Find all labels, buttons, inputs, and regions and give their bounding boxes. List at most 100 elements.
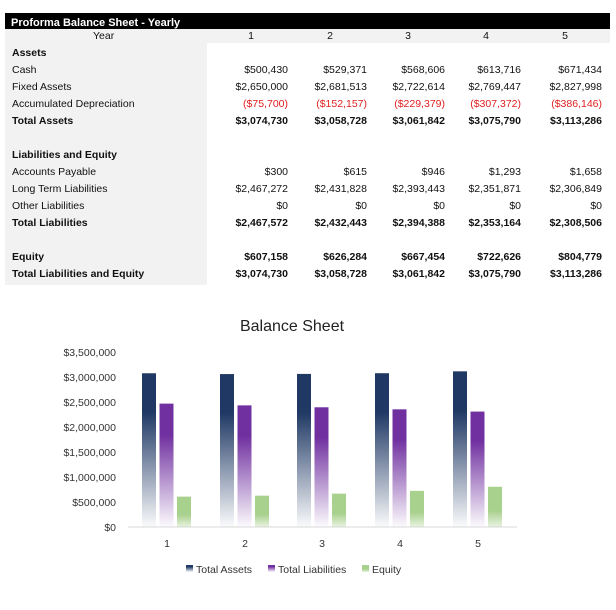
chart-title: Balance Sheet [240, 318, 345, 335]
spacer-row [5, 130, 610, 147]
cell-value: $2,827,998 [549, 81, 602, 93]
x-tick-label: 5 [475, 538, 481, 550]
cell-value: ($75,700) [243, 98, 288, 110]
cell-value: $3,113,286 [550, 268, 602, 280]
legend-swatch [186, 565, 193, 572]
bar-total-liabilities [159, 403, 174, 527]
label-column-background [5, 29, 207, 285]
cell-value: $804,779 [558, 251, 602, 263]
bar-total-assets [453, 371, 467, 527]
row-label: Total Liabilities and Equity [12, 268, 145, 280]
y-tick-label: $1,000,000 [63, 472, 116, 484]
cell-value: $568,606 [401, 64, 445, 76]
cell-value: $3,058,728 [314, 115, 367, 127]
bar-total-liabilities [237, 405, 252, 527]
cell-value: $2,432,443 [314, 217, 367, 229]
cell-value: $2,306,849 [549, 183, 602, 195]
year-label: Year [93, 30, 115, 42]
cell-value: $946 [421, 166, 445, 178]
cell-value: ($307,372) [470, 98, 521, 110]
table-row: Other Liabilities $0 $0 $0 $0 $0 [5, 198, 610, 215]
x-tick-label: 2 [242, 538, 248, 550]
cell-value: $2,431,828 [314, 183, 367, 195]
legend-label: Total Assets [196, 564, 252, 576]
cell-value: $3,075,790 [468, 115, 521, 127]
row-label: Total Liabilities [12, 217, 88, 229]
cell-value: $722,626 [477, 251, 521, 263]
y-tick-label: $2,500,000 [63, 397, 116, 409]
row-label: Cash [12, 64, 37, 76]
cell-value: $2,308,506 [549, 217, 602, 229]
cell-value: ($152,157) [316, 98, 367, 110]
cell-value: $3,075,790 [468, 268, 521, 280]
cell-value: $300 [264, 166, 288, 178]
cell-value: ($386,146) [551, 98, 602, 110]
cell-value: $3,058,728 [314, 268, 367, 280]
row-label: Accounts Payable [12, 166, 97, 178]
row-label: Long Term Liabilities [12, 183, 108, 195]
y-tick-label: $0 [104, 522, 116, 534]
cell-value: $3,061,842 [392, 268, 445, 280]
y-tick-label: $3,000,000 [63, 372, 116, 384]
table-row: Accumulated Depreciation ($75,700) ($152,1… [5, 96, 610, 113]
cell-value: $671,434 [558, 64, 602, 76]
table-row: Liabilities and Equity [5, 147, 610, 164]
cell-value: $1,293 [488, 166, 521, 178]
balance-sheet-table: Proforma Balance Sheet - Yearly Year 1 2… [5, 13, 610, 285]
cell-value: $2,393,443 [392, 183, 445, 195]
bar-equity [488, 486, 502, 527]
table-row: Cash $500,430 $529,371 $568,606 $613,716 $671… [5, 62, 610, 79]
cell-value: $3,074,730 [235, 268, 288, 280]
cell-value: $2,394,388 [392, 217, 445, 229]
year-header: 2 [327, 30, 333, 42]
cell-value: $2,351,871 [468, 183, 521, 195]
cell-value: $2,769,447 [468, 81, 521, 93]
cell-value: $2,467,572 [235, 217, 288, 229]
row-label: Equity [12, 251, 45, 263]
cell-value: $2,722,614 [392, 81, 445, 93]
table-row: Long Term Liabilities $2,467,272 $2,431,82… [5, 181, 610, 198]
bar-total-assets [142, 373, 156, 527]
cell-value: $2,353,164 [468, 217, 521, 229]
year-header-row: Year 1 2 3 4 5 [5, 28, 610, 45]
cell-value: $3,061,842 [392, 115, 445, 127]
cell-value: $1,658 [569, 166, 602, 178]
spacer-row [5, 232, 610, 249]
cell-value: $2,467,272 [235, 183, 288, 195]
year-header: 1 [248, 30, 254, 42]
row-label: Assets [12, 47, 47, 59]
year-header: 3 [405, 30, 411, 42]
cell-value: $3,074,730 [235, 115, 288, 127]
table-row: Equity $607,158 $626,284 $667,454 $722,626 $8… [5, 249, 610, 266]
bar-total-assets [375, 373, 389, 527]
cell-value: $626,284 [323, 251, 367, 263]
row-label: Liabilities and Equity [12, 149, 118, 161]
y-tick-label: $500,000 [72, 497, 116, 509]
y-tick-label: $1,500,000 [63, 447, 116, 459]
cell-value: $0 [590, 200, 602, 212]
legend-swatch [362, 565, 369, 572]
table-row: Fixed Assets $2,650,000 $2,681,513 $2,722,6… [5, 79, 610, 96]
cell-value: $613,716 [477, 64, 521, 76]
balance-sheet-chart: Balance Sheet $0 $500,000 $1,000,000 $1,500… [63, 318, 517, 576]
table-row: Assets [5, 45, 610, 62]
cell-value: $0 [276, 200, 288, 212]
year-header: 4 [483, 30, 489, 42]
bar-equity [410, 490, 424, 527]
table-row: Total Liabilities $2,467,572 $2,432,443 $2,… [5, 215, 610, 232]
legend-label: Total Liabilities [278, 564, 346, 576]
cell-value: $0 [509, 200, 521, 212]
cell-value: $0 [433, 200, 445, 212]
bar-equity [177, 496, 191, 527]
cell-value: $529,371 [323, 64, 367, 76]
cell-value: $2,681,513 [314, 81, 367, 93]
bar-total-liabilities [314, 407, 329, 527]
row-label: Other Liabilities [12, 200, 85, 212]
x-tick-label: 4 [397, 538, 403, 550]
y-tick-label: $2,000,000 [63, 422, 116, 434]
cell-value: ($229,379) [394, 98, 445, 110]
cell-value: $607,158 [244, 251, 288, 263]
x-tick-label: 3 [319, 538, 325, 550]
cell-value: $667,454 [401, 251, 445, 263]
cell-value: $2,650,000 [235, 81, 288, 93]
